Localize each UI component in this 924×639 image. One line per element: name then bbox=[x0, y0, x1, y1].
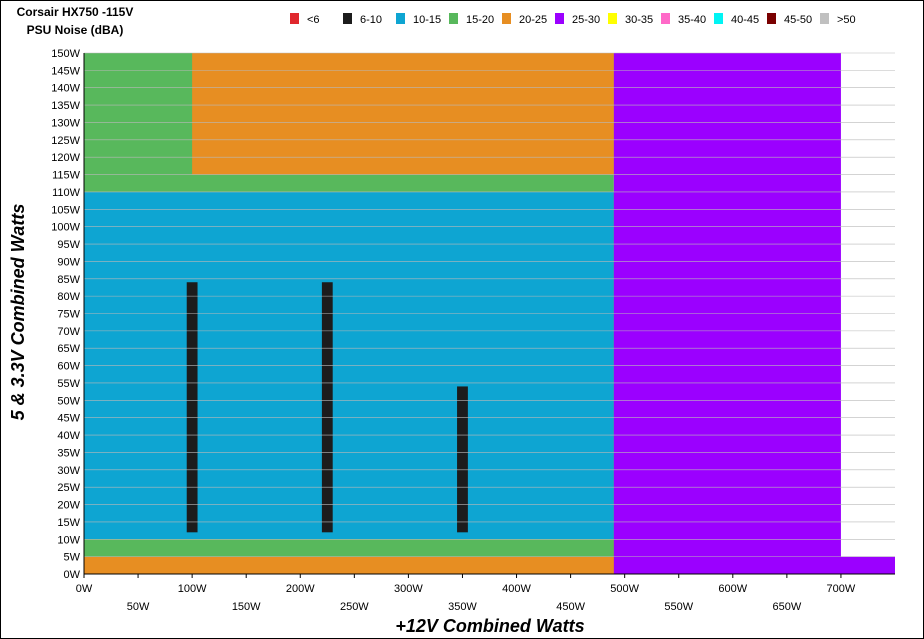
y-tick-label: 55W bbox=[57, 378, 80, 390]
x-tick-label: 100W bbox=[178, 583, 207, 595]
legend-label: <6 bbox=[307, 14, 320, 26]
y-tick-label: 5W bbox=[64, 552, 81, 564]
heatmap-region bbox=[457, 386, 468, 533]
x-tick-label: 200W bbox=[286, 583, 315, 595]
y-axis-ticks: 0W 5W 10W 15W 20W 25W 30W 35W 40W 45W 50W 55W 60W 65W… bbox=[51, 48, 80, 581]
y-tick-label: 25W bbox=[57, 482, 80, 494]
heatmap-region bbox=[84, 539, 787, 557]
heatmap-region bbox=[321, 282, 333, 533]
x-tick-label: 400W bbox=[502, 583, 531, 595]
x-axis-title: +12V Combined Watts bbox=[395, 616, 584, 636]
x-tick-label: 250W bbox=[340, 601, 369, 613]
x-tick-label: 300W bbox=[394, 583, 423, 595]
legend-swatch bbox=[290, 13, 299, 24]
legend-swatch bbox=[555, 13, 564, 24]
x-tick-label: 700W bbox=[827, 583, 856, 595]
y-tick-label: 40W bbox=[57, 430, 80, 442]
x-tick-label: 600W bbox=[718, 583, 747, 595]
legend-swatch bbox=[820, 13, 829, 24]
y-tick-label: 145W bbox=[51, 65, 80, 77]
legend-label: 15-20 bbox=[466, 14, 494, 26]
y-tick-label: 95W bbox=[57, 239, 80, 251]
legend: <6 6-10 10-15 15-20 20-25 25-30 30-35 35-40 40-4… bbox=[290, 13, 856, 26]
y-tick-label: 15W bbox=[57, 517, 80, 529]
y-tick-label: 135W bbox=[51, 100, 80, 112]
legend-label: 40-45 bbox=[731, 14, 759, 26]
legend-swatch bbox=[449, 13, 458, 24]
x-tick-label: 450W bbox=[556, 601, 585, 613]
y-tick-label: 75W bbox=[57, 309, 80, 321]
y-tick-label: 115W bbox=[52, 170, 81, 182]
y-tick-label: 130W bbox=[51, 117, 80, 129]
x-tick-label: 550W bbox=[664, 601, 693, 613]
legend-swatch bbox=[396, 13, 405, 24]
heatmap-region bbox=[186, 282, 198, 533]
y-tick-label: 35W bbox=[57, 447, 80, 459]
legend-swatch bbox=[608, 13, 617, 24]
y-tick-label: 60W bbox=[57, 361, 80, 373]
legend-label: 10-15 bbox=[413, 14, 441, 26]
chart-subtitle: PSU Noise (dBA) bbox=[27, 23, 124, 37]
plot-area bbox=[83, 52, 895, 575]
legend-swatch bbox=[502, 13, 511, 24]
y-tick-label: 150W bbox=[51, 48, 80, 60]
y-tick-label: 125W bbox=[51, 135, 80, 147]
heatmap-region bbox=[84, 556, 625, 574]
x-tick-label: 50W bbox=[127, 601, 150, 613]
legend-swatch bbox=[343, 13, 352, 24]
legend-label: 20-25 bbox=[519, 14, 547, 26]
x-tick-label: 500W bbox=[610, 583, 639, 595]
x-tick-label: 150W bbox=[232, 601, 261, 613]
x-tick-label: 0W bbox=[76, 583, 93, 595]
x-tick-label: 650W bbox=[772, 601, 801, 613]
legend-swatch bbox=[661, 13, 670, 24]
legend-swatch bbox=[714, 13, 723, 24]
chart-title: Corsair HX750 -115V bbox=[17, 5, 134, 19]
y-tick-label: 50W bbox=[57, 395, 80, 407]
y-tick-label: 110W bbox=[52, 187, 81, 199]
legend-label: >50 bbox=[837, 14, 856, 26]
legend-label: 30-35 bbox=[625, 14, 653, 26]
y-tick-label: 90W bbox=[57, 256, 80, 268]
y-tick-label: 10W bbox=[57, 534, 80, 546]
y-tick-label: 0W bbox=[64, 569, 81, 581]
y-tick-label: 80W bbox=[57, 291, 80, 303]
heatmap-region bbox=[192, 53, 614, 175]
legend-label: 45-50 bbox=[784, 14, 812, 26]
y-tick-label: 70W bbox=[57, 326, 80, 338]
x-tick-label: 350W bbox=[448, 601, 477, 613]
y-tick-label: 30W bbox=[57, 465, 80, 477]
y-tick-label: 100W bbox=[51, 222, 80, 234]
y-tick-label: 45W bbox=[57, 413, 80, 425]
y-axis-title: 5 & 3.3V Combined Watts bbox=[8, 204, 28, 421]
legend-label: 35-40 bbox=[678, 14, 706, 26]
y-tick-label: 105W bbox=[51, 204, 80, 216]
y-tick-label: 120W bbox=[51, 152, 80, 164]
y-tick-label: 140W bbox=[51, 83, 80, 95]
y-tick-label: 20W bbox=[57, 500, 80, 512]
y-tick-label: 85W bbox=[57, 274, 80, 286]
legend-label: 25-30 bbox=[572, 14, 600, 26]
y-tick-label: 65W bbox=[57, 343, 80, 355]
x-axis-ticks: 0W 50W 100W 150W 200W 250W 300W 350W 400W 450W 500… bbox=[76, 574, 856, 613]
legend-label: 6-10 bbox=[360, 14, 382, 26]
legend-swatch bbox=[767, 13, 776, 24]
